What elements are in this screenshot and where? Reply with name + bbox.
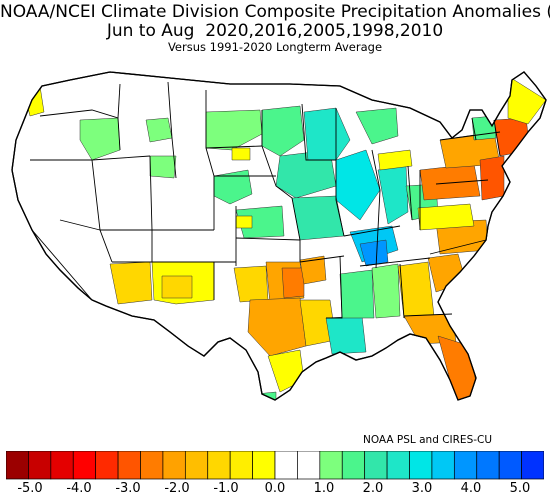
division-ar-anomaly bbox=[299, 255, 327, 285]
division-kansas-anomaly bbox=[235, 205, 285, 239]
legend-swatch bbox=[409, 451, 433, 480]
division-wisconsin-anomaly bbox=[303, 107, 351, 161]
legend-swatch bbox=[297, 451, 321, 480]
division-maine-anomaly bbox=[507, 75, 546, 125]
legend-swatch bbox=[162, 451, 186, 480]
legend-swatch bbox=[117, 451, 141, 480]
legend-swatch bbox=[6, 451, 29, 480]
legend-tick-label: 2.0 bbox=[362, 481, 384, 496]
legend-tick-label: 1.0 bbox=[313, 481, 335, 496]
legend-swatch bbox=[476, 451, 500, 480]
division-montana-central-anomaly bbox=[145, 117, 173, 143]
legend-swatch bbox=[28, 451, 52, 480]
division-az-anomaly bbox=[109, 261, 153, 305]
legend-swatch bbox=[229, 451, 253, 480]
division-ok-core-anomaly bbox=[281, 267, 305, 299]
division-ms-anomaly bbox=[339, 269, 375, 319]
division-pa-anomaly bbox=[419, 163, 481, 201]
color-scale-legend bbox=[6, 451, 544, 480]
legend-swatch bbox=[140, 451, 164, 480]
legend-tick-label: -3.0 bbox=[115, 481, 141, 496]
division-montana-west-anomaly bbox=[79, 117, 121, 161]
legend-swatch bbox=[453, 451, 478, 480]
legend-swatch bbox=[50, 451, 74, 480]
color-scale-ticks: -5.0 -4.0 -3.0 -2.0 -1.0 0.0 1.0 2.0 3.0 4.0 5.0 bbox=[0, 481, 550, 497]
legend-swatch bbox=[521, 451, 544, 480]
legend-swatch bbox=[274, 451, 298, 480]
division-wyoming-anomaly bbox=[149, 155, 177, 179]
division-michigan-anomaly bbox=[355, 107, 399, 145]
legend-swatch bbox=[207, 451, 231, 480]
legend-swatch bbox=[72, 451, 97, 480]
division-ne-yellow-anomaly bbox=[235, 215, 253, 229]
legend-tick-label: 5.0 bbox=[509, 481, 531, 496]
division-al-anomaly bbox=[371, 263, 401, 319]
legend-swatch bbox=[319, 451, 343, 480]
legend-swatch bbox=[498, 451, 522, 480]
legend-tick-label: -5.0 bbox=[17, 481, 43, 496]
legend-swatch bbox=[431, 451, 455, 480]
division-nm-south-anomaly bbox=[161, 275, 193, 299]
division-nj-anomaly bbox=[479, 155, 505, 201]
legend-tick-label: 3.0 bbox=[411, 481, 433, 496]
division-la-anomaly bbox=[325, 315, 367, 355]
us-outline bbox=[11, 71, 547, 401]
legend-tick-label: 0.0 bbox=[264, 481, 286, 496]
credit-label: NOAA PSL and CIRES-CU bbox=[363, 434, 493, 446]
legend-tick-label: 4.0 bbox=[460, 481, 482, 496]
baseline-subtitle: Versus 1991-2020 Longterm Average bbox=[167, 40, 383, 54]
map-title: NOAA/NCEI Climate Division Composite Pre… bbox=[0, 2, 550, 22]
legend-swatch bbox=[364, 451, 388, 480]
division-tx-gulf-anomaly bbox=[255, 391, 277, 400]
legend-tick-label: -1.0 bbox=[213, 481, 239, 496]
legend-swatch bbox=[252, 451, 276, 480]
legend-swatch bbox=[341, 451, 366, 480]
period-subtitle: Jun to Aug 2020,2016,2005,1998,2010 bbox=[106, 21, 444, 41]
legend-swatch bbox=[95, 451, 119, 480]
division-tx-central-anomaly bbox=[247, 297, 307, 357]
legend-swatch bbox=[386, 451, 410, 480]
division-mi-yellow-anomaly bbox=[377, 149, 413, 171]
legend-swatch bbox=[184, 451, 209, 480]
division-sd-east-anomaly bbox=[231, 147, 251, 161]
division-ok-west-anomaly bbox=[233, 265, 269, 303]
division-va-anomaly bbox=[417, 203, 475, 231]
state-boundaries bbox=[30, 81, 501, 319]
legend-tick-label: -4.0 bbox=[66, 481, 92, 496]
legend-tick-label: -2.0 bbox=[164, 481, 190, 496]
us-precipitation-anomaly-map bbox=[11, 71, 547, 401]
